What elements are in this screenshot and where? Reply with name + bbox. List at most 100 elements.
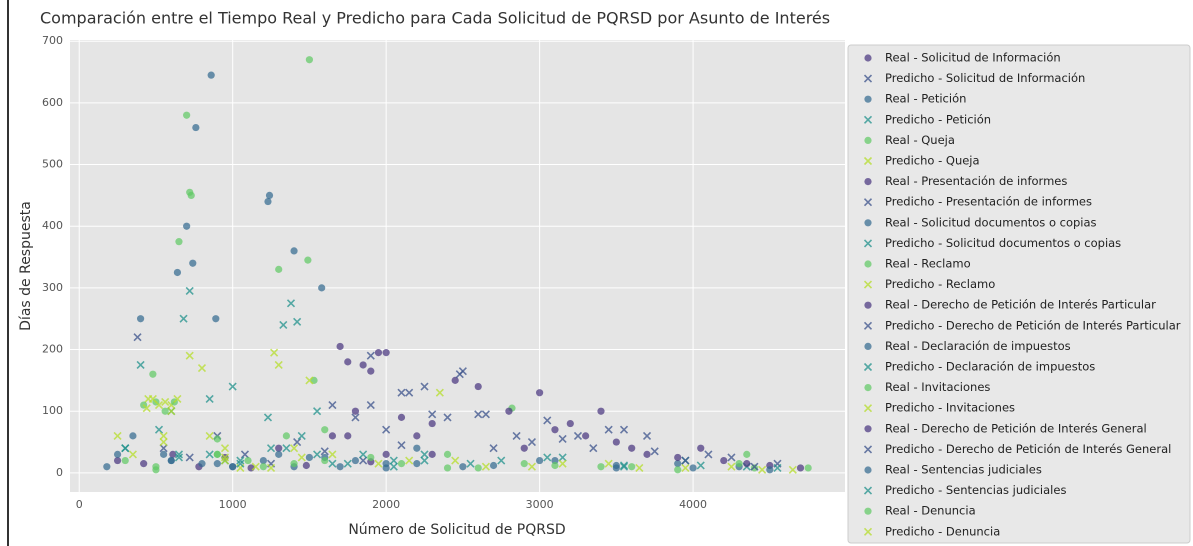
- legend-marker: [863, 527, 873, 536]
- plot-area: [70, 40, 845, 492]
- legend-marker: [864, 54, 872, 62]
- point: [443, 464, 452, 472]
- point: [497, 456, 506, 465]
- point: [205, 394, 214, 403]
- point: [389, 462, 398, 471]
- point: [167, 456, 175, 465]
- point: [290, 460, 298, 468]
- y-tick-label: 600: [42, 96, 63, 109]
- point: [604, 425, 613, 434]
- point: [220, 456, 230, 465]
- y-axis-label: Días de Respuesta: [18, 201, 34, 331]
- point: [743, 460, 751, 468]
- point: [505, 407, 513, 415]
- grid: [70, 40, 845, 492]
- point: [154, 425, 164, 434]
- point: [619, 461, 629, 470]
- point: [240, 450, 250, 459]
- point: [443, 413, 452, 422]
- point: [374, 459, 383, 468]
- point: [129, 432, 137, 440]
- point: [259, 463, 267, 471]
- point: [228, 382, 237, 391]
- point: [344, 358, 352, 366]
- point: [266, 463, 276, 473]
- point: [304, 256, 312, 264]
- point: [420, 382, 429, 391]
- point: [520, 444, 528, 452]
- point: [136, 315, 145, 323]
- point: [286, 299, 296, 308]
- point: [374, 349, 383, 357]
- point: [512, 431, 521, 440]
- point: [766, 466, 774, 474]
- legend-marker: [864, 178, 872, 186]
- point: [229, 463, 237, 471]
- point: [619, 462, 629, 471]
- point: [674, 453, 682, 462]
- point: [159, 431, 168, 440]
- point: [189, 259, 197, 267]
- point: [481, 462, 490, 471]
- point: [173, 268, 182, 277]
- legend-entries: Real - Solicitud de Información Predicho …: [863, 51, 1181, 538]
- legend-marker: [864, 384, 872, 392]
- point: [558, 459, 567, 468]
- point: [351, 407, 360, 415]
- point: [320, 447, 329, 456]
- point: [727, 462, 736, 471]
- point: [251, 462, 260, 471]
- legend-marker: [864, 425, 872, 433]
- point: [420, 450, 429, 459]
- point: [270, 348, 279, 357]
- point: [536, 389, 544, 397]
- point: [359, 456, 368, 465]
- point: [397, 460, 406, 468]
- point: [397, 413, 406, 421]
- point: [527, 437, 536, 447]
- point: [397, 441, 406, 450]
- point: [103, 463, 111, 471]
- point: [275, 265, 283, 273]
- point: [413, 432, 421, 440]
- legend-label: Real - Derecho de Petición de Interés Pa…: [885, 298, 1156, 312]
- point: [466, 459, 475, 468]
- point: [474, 464, 482, 472]
- point: [212, 315, 220, 323]
- legend-marker: [863, 74, 873, 83]
- legend-label: Predicho - Invitaciones: [885, 401, 1015, 415]
- legend-label: Real - Derecho de Petición de Interés Ge…: [885, 421, 1147, 435]
- legend-label: Real - Sentencias judiciales: [885, 463, 1042, 477]
- point: [198, 460, 206, 468]
- point: [121, 444, 130, 453]
- point: [263, 413, 273, 422]
- point: [643, 450, 651, 458]
- point: [612, 438, 620, 446]
- point: [207, 71, 215, 79]
- point: [359, 361, 367, 369]
- point: [213, 435, 221, 443]
- point: [720, 456, 728, 465]
- marks: [103, 56, 812, 474]
- legend: [847, 44, 1191, 544]
- point: [481, 410, 490, 419]
- point: [520, 460, 528, 468]
- point: [382, 425, 391, 434]
- point: [773, 463, 782, 473]
- point: [788, 465, 797, 474]
- point: [604, 459, 613, 468]
- point: [305, 56, 314, 64]
- point: [343, 459, 352, 468]
- point: [351, 456, 360, 465]
- point: [628, 444, 636, 452]
- legend-marker: [863, 445, 873, 454]
- point: [159, 437, 168, 447]
- point: [451, 376, 459, 384]
- point: [318, 284, 326, 292]
- point: [328, 459, 337, 468]
- legend-label: Real - Invitaciones: [885, 380, 990, 394]
- point: [305, 453, 314, 462]
- point: [192, 123, 200, 132]
- legend-marker: [863, 321, 873, 330]
